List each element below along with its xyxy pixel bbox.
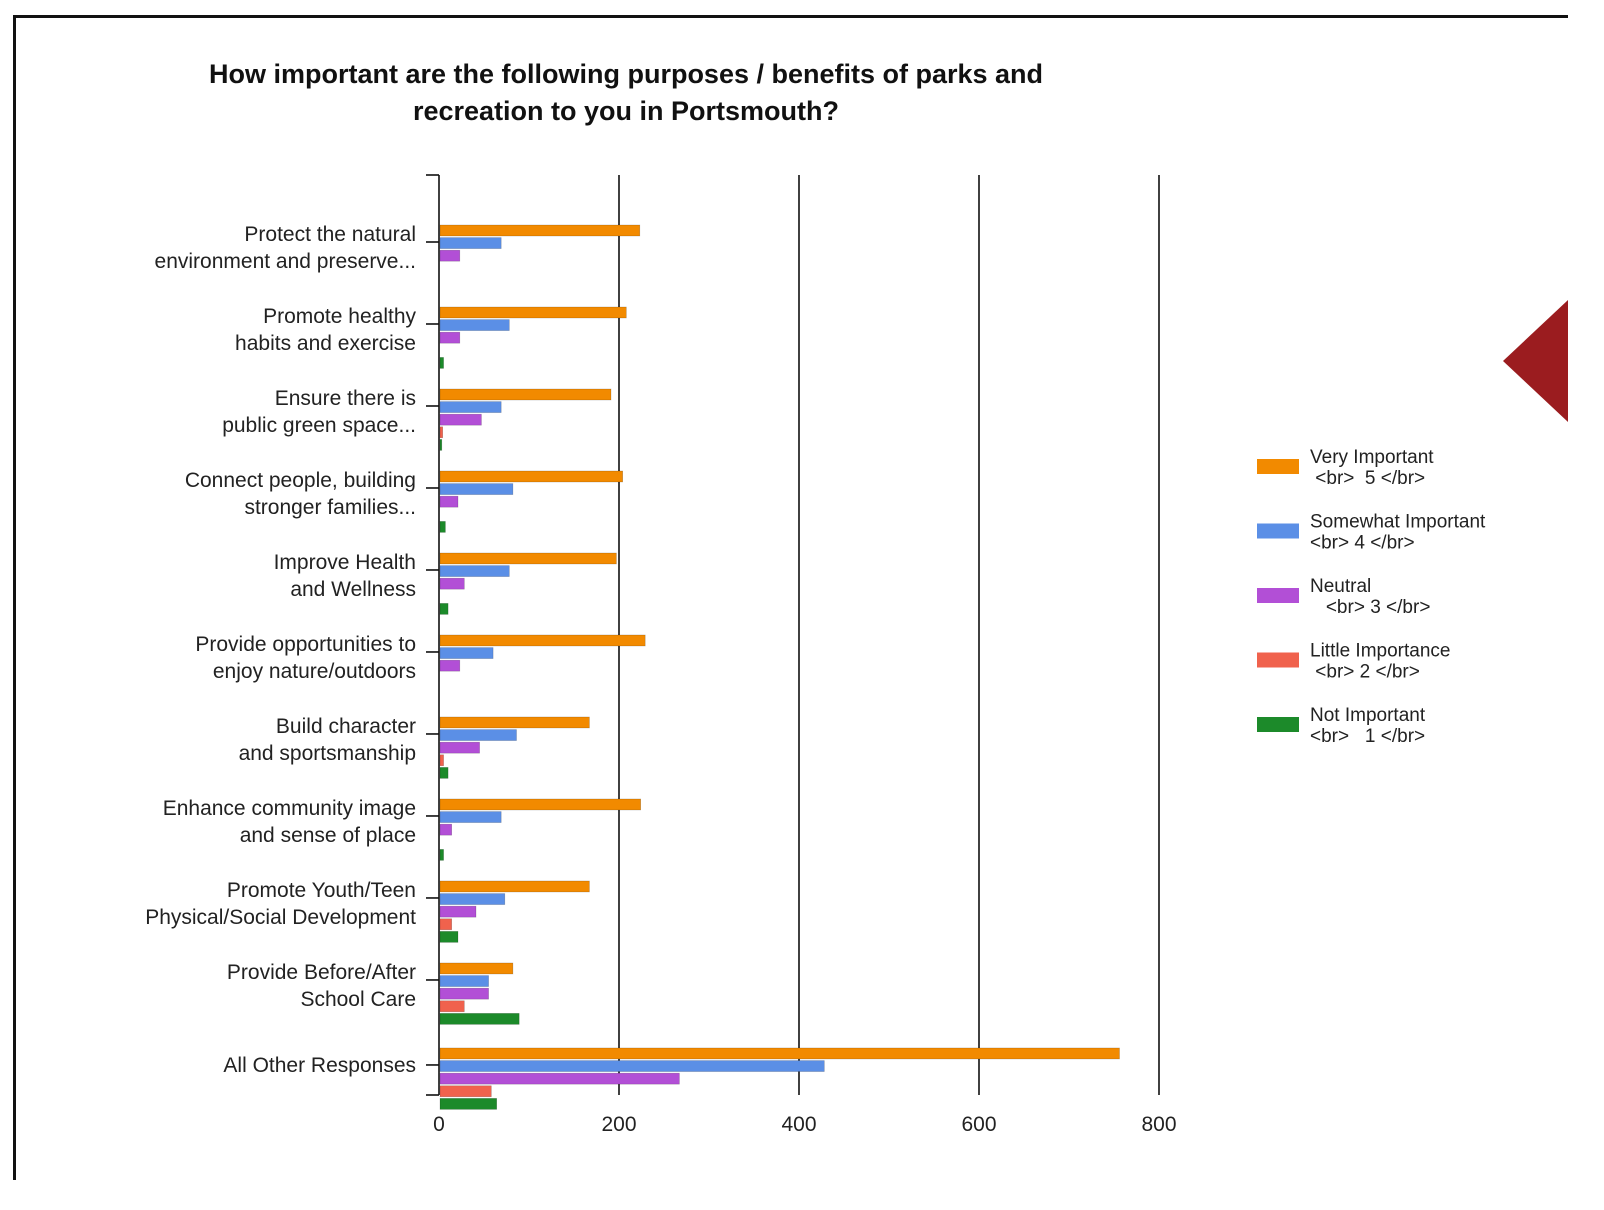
- x-axis-tick-labels: 0 200 400 600 800: [433, 1113, 1176, 1136]
- bar-3-series-0: [439, 470, 623, 483]
- gridlines: [618, 175, 1160, 1095]
- category-label-5-line-2: enjoy nature/outdoors: [213, 660, 416, 683]
- bar-5-series-0: [439, 634, 646, 647]
- bar-10-series-2: [439, 1072, 680, 1085]
- category-label-2-line-2: public green space...: [222, 414, 416, 437]
- category-label-9-line-1: Provide Before/After: [227, 961, 416, 984]
- bar-2-series-1: [439, 401, 502, 413]
- chart-title-line-1: How important are the following purposes…: [208, 59, 1044, 89]
- bar-6-series-2: [439, 741, 480, 754]
- bar-5-series-1: [439, 647, 494, 659]
- bar-4-series-2: [439, 577, 465, 590]
- legend: Very Important <br> 5 </br> Somewhat Impo…: [1257, 447, 1486, 747]
- bar-9-series-0: [439, 962, 514, 975]
- x-tick-label-800: 800: [1141, 1113, 1176, 1136]
- legend-swatch-3: [1257, 652, 1299, 668]
- category-label-1-line-2: habits and exercise: [235, 332, 416, 355]
- bar-4-series-1: [439, 565, 510, 577]
- x-tick-label-400: 400: [781, 1113, 816, 1136]
- bar-9-series-1: [439, 975, 489, 987]
- legend-label-3-line-1: Little Importance: [1310, 641, 1450, 662]
- category-label-3-line-1: Connect people, building: [185, 469, 416, 492]
- bar-2-series-2: [439, 413, 482, 426]
- bar-10-series-4: [439, 1098, 498, 1110]
- bar-9-series-3: [439, 1000, 465, 1013]
- bar-4-series-0: [439, 552, 617, 565]
- bar-0-series-1: [439, 237, 502, 249]
- category-label-5-line-1: Provide opportunities to: [195, 633, 416, 656]
- bar-2-series-0: [439, 388, 612, 401]
- chart-title-line-2: recreation to you in Portsmouth?: [412, 96, 840, 126]
- bar-3-series-4: [439, 521, 446, 533]
- legend-label-2-line-1: Neutral: [1310, 576, 1371, 597]
- legend-label-0-line-2: <br> 5 </br>: [1310, 468, 1425, 489]
- legend-label-0-line-1: Very Important: [1310, 447, 1434, 468]
- category-label-4-line-1: Improve Health: [274, 551, 416, 574]
- category-label-0-line-1: Protect the natural: [244, 223, 416, 246]
- bar-10-series-0: [439, 1047, 1120, 1060]
- category-label-3-line-2: stronger families...: [244, 496, 416, 519]
- x-tick-label-600: 600: [961, 1113, 996, 1136]
- bar-0-series-0: [439, 224, 641, 237]
- category-labels: Protect the natural environment and prese…: [145, 223, 416, 1077]
- bar-10-series-3: [439, 1085, 492, 1098]
- bar-1-series-4: [439, 357, 444, 369]
- category-label-9-line-2: School Care: [300, 988, 416, 1011]
- legend-swatch-4: [1257, 717, 1299, 732]
- bar-3-series-1: [439, 483, 514, 495]
- legend-swatch-2: [1257, 588, 1299, 603]
- category-label-2-line-1: Ensure there is: [275, 387, 416, 410]
- legend-swatch-0: [1257, 459, 1299, 474]
- bar-6-series-1: [439, 729, 517, 741]
- bar-8-series-3: [439, 918, 452, 931]
- bar-1-series-2: [439, 331, 461, 344]
- bars: [439, 224, 1120, 1110]
- bar-8-series-4: [439, 931, 459, 943]
- bar-8-series-0: [439, 880, 590, 893]
- bar-1-series-0: [439, 306, 627, 319]
- x-tick-label-0: 0: [433, 1113, 445, 1136]
- bar-6-series-0: [439, 716, 590, 729]
- category-label-7-line-1: Enhance community image: [163, 797, 416, 820]
- bar-8-series-1: [439, 893, 506, 905]
- bar-7-series-0: [439, 798, 641, 811]
- chart-title: How important are the following purposes…: [100, 56, 1152, 130]
- category-label-6-line-2: and sportsmanship: [239, 742, 416, 765]
- legend-label-4-line-1: Not Important: [1310, 705, 1426, 726]
- category-label-7-line-2: and sense of place: [240, 824, 416, 847]
- bar-9-series-4: [439, 1013, 520, 1025]
- category-label-6-line-1: Build character: [276, 715, 416, 738]
- bar-7-series-1: [439, 811, 502, 823]
- x-tick-label-200: 200: [601, 1113, 636, 1136]
- category-label-4-line-2: and Wellness: [290, 578, 416, 601]
- bar-0-series-2: [439, 249, 461, 262]
- legend-label-4-line-2: <br> 1 </br>: [1310, 726, 1425, 747]
- bar-4-series-4: [439, 603, 449, 615]
- bar-10-series-1: [439, 1060, 825, 1072]
- category-label-0-line-2: environment and preserve...: [155, 250, 416, 273]
- legend-label-2-line-2: <br> 3 </br>: [1310, 597, 1430, 618]
- bar-9-series-2: [439, 987, 489, 1000]
- bar-7-series-4: [439, 849, 444, 861]
- bar-7-series-2: [439, 823, 452, 836]
- bar-6-series-3: [439, 754, 444, 767]
- bar-2-series-3: [439, 426, 444, 439]
- legend-label-1-line-1: Somewhat Important: [1310, 512, 1486, 533]
- bar-6-series-4: [439, 767, 449, 779]
- bar-5-series-2: [439, 659, 461, 672]
- bar-8-series-2: [439, 905, 477, 918]
- bar-1-series-1: [439, 319, 510, 331]
- legend-swatch-1: [1257, 523, 1299, 539]
- category-label-8-line-2: Physical/Social Development: [145, 906, 416, 929]
- category-label-8-line-1: Promote Youth/Teen: [227, 879, 416, 902]
- category-label-10-line-1: All Other Responses: [223, 1054, 416, 1077]
- category-label-1-line-1: Promote healthy: [263, 305, 416, 328]
- bar-chart: Protect the natural environment and prese…: [145, 174, 1486, 1136]
- legend-label-1-line-2: <br> 4 </br>: [1310, 533, 1415, 554]
- bar-2-series-4: [439, 439, 443, 451]
- bar-3-series-2: [439, 495, 459, 508]
- chart-frame: [13, 15, 1568, 1180]
- legend-label-3-line-2: <br> 2 </br>: [1310, 662, 1420, 683]
- axes: [426, 174, 440, 1096]
